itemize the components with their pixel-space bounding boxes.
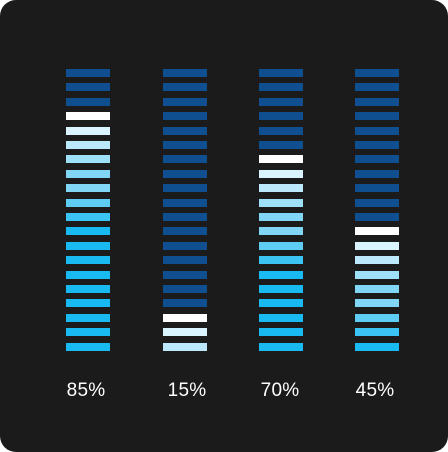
meter-segment-inactive [163, 299, 207, 308]
meter-segment-inactive [355, 112, 399, 121]
meter-segment-active [355, 227, 399, 236]
meter-segment-inactive [163, 141, 207, 149]
meter-segment-inactive [355, 141, 399, 149]
meter-segment-inactive [259, 97, 303, 106]
meter-1-percent-label: 85% [66, 380, 106, 401]
meter-segment-inactive [259, 69, 303, 77]
meter-segment-active [66, 155, 110, 164]
meter-segment-inactive [66, 83, 110, 92]
meter-segment-active [259, 241, 303, 250]
meter-segment-active [259, 198, 303, 207]
meter-segment-active [66, 342, 110, 351]
meter-segment-active [66, 270, 110, 279]
meter-segment-active [259, 184, 303, 193]
meter-segment-active [66, 126, 110, 135]
meter-segment-active [66, 241, 110, 250]
meter-segment-inactive [66, 97, 110, 106]
meter-segment-active [259, 227, 303, 236]
meter-segment-active [259, 313, 303, 322]
meter-segment-inactive [259, 126, 303, 135]
meter-segment-inactive [163, 256, 207, 265]
meter-segment-active [66, 141, 110, 149]
meter-segment-active [66, 313, 110, 322]
meter-segment-inactive [163, 83, 207, 92]
meter-segment-active [66, 285, 110, 293]
meter-segment-active [66, 184, 110, 193]
meter-segment-inactive [355, 126, 399, 135]
meter-segment-inactive [163, 112, 207, 121]
meter-segment-active [355, 285, 399, 293]
meter-segment-active [355, 313, 399, 322]
meter-segment-inactive [163, 69, 207, 77]
meter-2-percent-label: 15% [167, 380, 207, 401]
meter-4-percent-label: 45% [355, 380, 395, 401]
meter-segment-inactive [163, 241, 207, 250]
meter-segment-active [163, 328, 207, 337]
meter-segment-inactive [163, 169, 207, 178]
meter-segment-inactive [163, 285, 207, 293]
meter-segment-inactive [163, 126, 207, 135]
meter-segment-inactive [163, 213, 207, 221]
meter-segment-active [66, 112, 110, 121]
meter-segment-inactive [259, 141, 303, 149]
meter-segment-inactive [163, 227, 207, 236]
meter-segment-inactive [355, 83, 399, 92]
meter-segment-active [355, 342, 399, 351]
meter-segment-inactive [355, 198, 399, 207]
meter-segment-active [66, 299, 110, 308]
meter-segment-inactive [163, 198, 207, 207]
meter-segment-active [259, 256, 303, 265]
meter-segment-active [66, 328, 110, 337]
meter-segment-active [66, 213, 110, 221]
meter-segment-active [259, 299, 303, 308]
meter-segment-inactive [355, 155, 399, 164]
meter-segment-active [259, 169, 303, 178]
meter-segment-inactive [355, 213, 399, 221]
meter-segment-active [355, 328, 399, 337]
meter-segment-active [259, 270, 303, 279]
meter-segment-inactive [163, 155, 207, 164]
meter-segment-active [259, 342, 303, 351]
meter-segment-active [66, 256, 110, 265]
meter-segment-active [259, 155, 303, 164]
meter-segment-inactive [66, 69, 110, 77]
meter-segment-active [259, 213, 303, 221]
meter-segment-active [355, 270, 399, 279]
meter-segment-inactive [355, 169, 399, 178]
meter-segment-inactive [355, 97, 399, 106]
meter-segment-active [66, 198, 110, 207]
meter-segment-inactive [163, 184, 207, 193]
meter-segment-active [66, 169, 110, 178]
meter-segment-active [259, 285, 303, 293]
meter-segment-inactive [355, 184, 399, 193]
meter-3-percent-label: 70% [260, 380, 300, 401]
meter-segment-active [355, 299, 399, 308]
meter-segment-inactive [259, 112, 303, 121]
meter-segment-inactive [259, 83, 303, 92]
meter-segment-active [163, 342, 207, 351]
meter-segment-inactive [163, 97, 207, 106]
meter-segment-active [66, 227, 110, 236]
meter-segment-active [355, 256, 399, 265]
meter-segment-inactive [163, 270, 207, 279]
meter-segment-inactive [355, 69, 399, 77]
meter-segment-active [355, 241, 399, 250]
meter-segment-active [259, 328, 303, 337]
meter-segment-active [163, 313, 207, 322]
